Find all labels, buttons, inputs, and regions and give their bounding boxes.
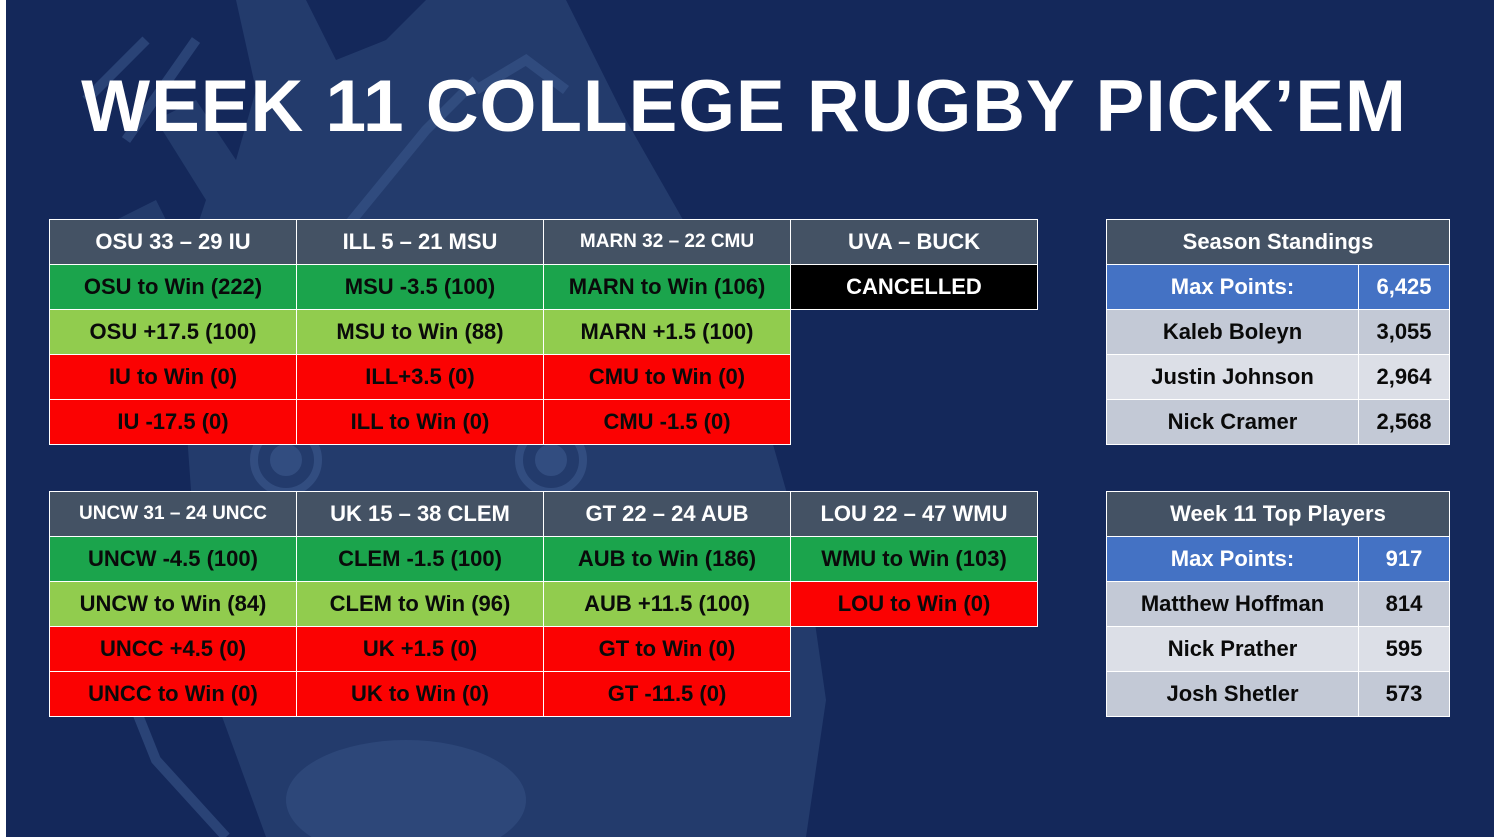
pick-cell: IU to Win (0) — [49, 354, 297, 400]
pick-cell: CLEM -1.5 (100) — [296, 536, 544, 582]
pick-cell: CLEM to Win (96) — [296, 581, 544, 627]
pick-cell: MSU -3.5 (100) — [296, 264, 544, 310]
pick-cell: UK +1.5 (0) — [296, 626, 544, 672]
game-header: ILL 5 – 21 MSU — [296, 219, 544, 265]
pick-cell: IU -17.5 (0) — [49, 399, 297, 445]
cancelled-cell: CANCELLED — [790, 264, 1038, 310]
game-header: LOU 22 – 47 WMU — [790, 491, 1038, 537]
pick-cell: AUB +11.5 (100) — [543, 581, 791, 627]
pick-cell: MSU to Win (88) — [296, 309, 544, 355]
player-points: 2,964 — [1358, 354, 1450, 400]
pick-cell: UNCC +4.5 (0) — [49, 626, 297, 672]
max-points-label: Max Points: — [1106, 264, 1359, 310]
season-standings-table: Season Standings Max Points: 6,425 Kaleb… — [1106, 219, 1450, 445]
week-top-players-table: Week 11 Top Players Max Points: 917 Matt… — [1106, 491, 1450, 717]
game-header: UNCW 31 – 24 UNCC — [49, 491, 297, 537]
player-points: 814 — [1358, 581, 1450, 627]
empty-cell — [791, 672, 1038, 717]
pick-cell: UNCC to Win (0) — [49, 671, 297, 717]
game-header: UK 15 – 38 CLEM — [296, 491, 544, 537]
max-points-label: Max Points: — [1106, 536, 1359, 582]
player-name: Josh Shetler — [1106, 671, 1359, 717]
empty-cell — [791, 355, 1038, 400]
player-name: Matthew Hoffman — [1106, 581, 1359, 627]
max-points-value: 6,425 — [1358, 264, 1450, 310]
game-header: OSU 33 – 29 IU — [49, 219, 297, 265]
season-standings-title: Season Standings — [1106, 219, 1450, 265]
game-header: UVA – BUCK — [790, 219, 1038, 265]
max-points-value: 917 — [1358, 536, 1450, 582]
pick-cell: UNCW -4.5 (100) — [49, 536, 297, 582]
game-header: MARN 32 – 22 CMU — [543, 219, 791, 265]
player-name: Nick Cramer — [1106, 399, 1359, 445]
empty-cell — [791, 627, 1038, 672]
pick-cell: CMU to Win (0) — [543, 354, 791, 400]
pick-cell: WMU to Win (103) — [790, 536, 1038, 582]
player-points: 3,055 — [1358, 309, 1450, 355]
pick-cell: GT -11.5 (0) — [543, 671, 791, 717]
game-header: GT 22 – 24 AUB — [543, 491, 791, 537]
player-points: 595 — [1358, 626, 1450, 672]
page-title: WEEK 11 COLLEGE RUGBY PICK’EM — [81, 66, 1407, 147]
pick-cell: OSU to Win (222) — [49, 264, 297, 310]
empty-cell — [791, 310, 1038, 355]
pick-cell: MARN to Win (106) — [543, 264, 791, 310]
player-name: Justin Johnson — [1106, 354, 1359, 400]
week-top-players-title: Week 11 Top Players — [1106, 491, 1450, 537]
player-name: Kaleb Boleyn — [1106, 309, 1359, 355]
pick-cell: GT to Win (0) — [543, 626, 791, 672]
player-name: Nick Prather — [1106, 626, 1359, 672]
pick-cell: UNCW to Win (84) — [49, 581, 297, 627]
games-grid-bottom: UNCW 31 – 24 UNCC UK 15 – 38 CLEM GT 22 … — [49, 491, 1038, 717]
pick-cell: AUB to Win (186) — [543, 536, 791, 582]
pick-cell: OSU +17.5 (100) — [49, 309, 297, 355]
games-grid-top: OSU 33 – 29 IU ILL 5 – 21 MSU MARN 32 – … — [49, 219, 1038, 445]
pick-cell: ILL to Win (0) — [296, 399, 544, 445]
player-points: 2,568 — [1358, 399, 1450, 445]
empty-cell — [791, 400, 1038, 445]
pick-cell: LOU to Win (0) — [790, 581, 1038, 627]
pick-cell: UK to Win (0) — [296, 671, 544, 717]
pick-cell: CMU -1.5 (0) — [543, 399, 791, 445]
pick-cell: ILL+3.5 (0) — [296, 354, 544, 400]
pick-cell: MARN +1.5 (100) — [543, 309, 791, 355]
player-points: 573 — [1358, 671, 1450, 717]
